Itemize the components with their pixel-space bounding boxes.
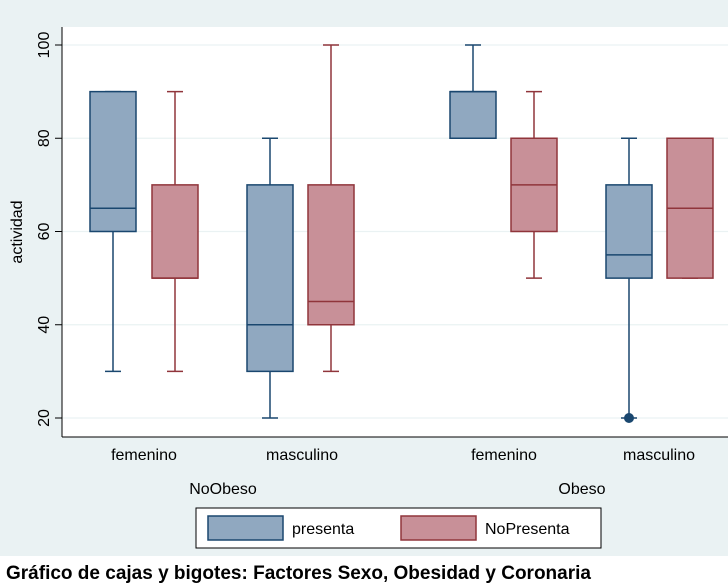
y-axis-label: actividad — [9, 200, 26, 263]
x-category-label: masculino — [623, 447, 695, 464]
outlier-point — [624, 413, 634, 423]
x-category-label: femenino — [111, 447, 177, 464]
legend-swatch-presenta — [207, 515, 284, 541]
x-group-label: Obeso — [558, 481, 605, 498]
box-presenta — [449, 90, 497, 139]
y-tick-label: 80 — [36, 129, 53, 147]
legend-swatch-NoPresenta — [400, 515, 477, 541]
y-tick-label: 100 — [36, 32, 53, 59]
box-presenta — [605, 184, 653, 279]
box-presenta — [246, 184, 294, 373]
x-category-label: femenino — [471, 447, 537, 464]
x-category-label: masculino — [266, 447, 338, 464]
box-plot-chart: 20 40 60 80 100 actividad femenino masculino NoO… — [9, 27, 728, 549]
y-tick-label: 40 — [36, 316, 53, 334]
box-presenta — [89, 90, 137, 233]
y-tick-label: 20 — [36, 409, 53, 427]
legend-label: presenta — [292, 521, 354, 538]
x-group-label: NoObeso — [189, 481, 257, 498]
figure-caption: Gráfico de cajas y bigotes: Factores Sex… — [6, 563, 591, 584]
box-NoPresenta — [307, 184, 355, 326]
legend-label: NoPresenta — [485, 521, 570, 538]
y-tick-label: 60 — [36, 223, 53, 241]
box-NoPresenta — [151, 184, 199, 279]
